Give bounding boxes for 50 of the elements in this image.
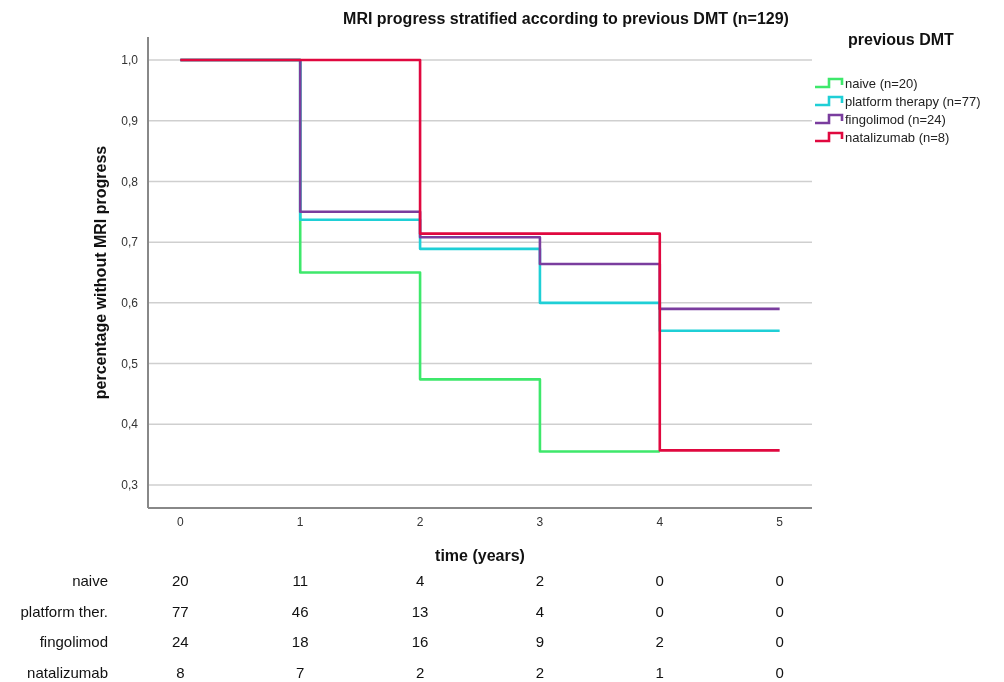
x-tick-label: 3 <box>536 515 544 529</box>
text: 77 <box>172 602 189 620</box>
y-tick-label: 0,6 <box>121 296 139 311</box>
text: 13 <box>411 602 429 620</box>
y-tick-label: 0,4 <box>121 417 139 432</box>
y-axis-title: percentage without MRI progress <box>92 145 109 400</box>
text: 24 <box>172 633 189 651</box>
text: 0 <box>775 602 784 620</box>
legend-label: natalizumab (n=8) <box>845 129 950 145</box>
x-axis-title: time (years) <box>435 547 525 564</box>
legend-label: naive (n=20) <box>845 75 918 91</box>
text: platform ther. <box>20 602 108 620</box>
y-tick-label: 0,5 <box>121 356 139 371</box>
text: 20 <box>172 572 189 590</box>
text: 8 <box>176 663 185 681</box>
text: 2 <box>655 633 664 651</box>
y-tick-label: 0,8 <box>121 174 139 189</box>
text: 0 <box>775 663 784 681</box>
y-tick-label: 0,9 <box>121 113 139 128</box>
text: 2 <box>535 572 545 590</box>
text: 4 <box>415 572 425 590</box>
y-tick-label: 0,3 <box>121 478 139 493</box>
text: 9 <box>535 633 545 651</box>
text: 0 <box>775 572 784 590</box>
legend-label: platform therapy (n=77) <box>845 93 981 109</box>
x-tick-label: 4 <box>656 515 664 529</box>
y-tick-label: 0,7 <box>121 235 139 250</box>
x-tick-label: 2 <box>416 515 424 529</box>
text: 7 <box>296 663 305 681</box>
text: 16 <box>411 633 429 651</box>
x-tick-label: 1 <box>296 515 304 529</box>
y-tick-label: 1,0 <box>121 53 139 68</box>
text: natalizumab <box>27 663 108 681</box>
legend-title: previous DMT <box>848 31 955 48</box>
text: 4 <box>535 602 545 620</box>
text: 2 <box>415 663 425 681</box>
text: 0 <box>775 633 784 651</box>
text: fingolimod <box>39 633 108 651</box>
x-tick-label: 5 <box>776 515 784 529</box>
text: naive <box>72 572 108 590</box>
text: 11 <box>292 572 309 590</box>
legend-label: fingolimod (n=24) <box>845 111 946 127</box>
text: 0 <box>655 572 664 590</box>
x-tick-label: 0 <box>177 515 185 529</box>
chart-title: MRI progress stratified according to previous DMT (n=129) <box>343 10 789 27</box>
text: 2 <box>535 663 545 681</box>
text: 1 <box>655 663 664 681</box>
text: 46 <box>291 602 309 620</box>
text: 18 <box>291 633 309 651</box>
text: 0 <box>655 602 664 620</box>
